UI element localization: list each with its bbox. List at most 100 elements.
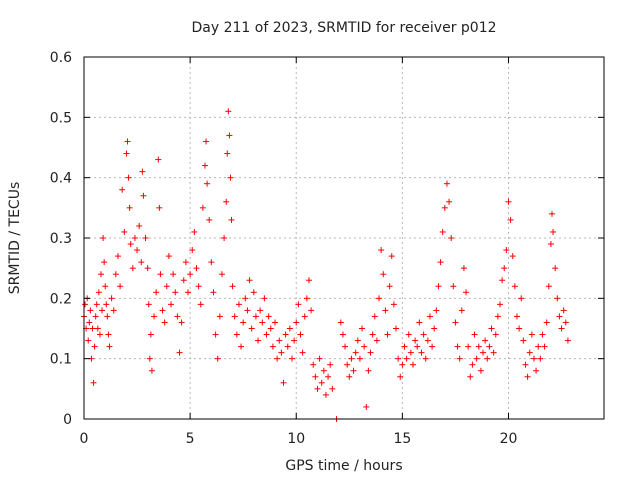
data-point: [365, 367, 372, 374]
y-tick-label: 0.6: [50, 50, 72, 66]
data-point: [293, 319, 300, 326]
data-point: [105, 331, 112, 338]
y-tick-label: 0.3: [50, 231, 72, 247]
data-point: [409, 361, 416, 368]
data-point: [250, 289, 257, 296]
data-point: [437, 259, 444, 266]
data-point: [471, 331, 478, 338]
data-point: [221, 235, 228, 241]
data-point: [142, 235, 149, 241]
data-point: [522, 361, 529, 368]
data-point: [480, 349, 487, 356]
data-point: [286, 325, 293, 332]
data-point: [244, 307, 251, 314]
data-point: [456, 355, 463, 362]
data-point: [282, 331, 289, 338]
data-point: [439, 228, 446, 235]
data-point: [403, 355, 410, 362]
data-point: [94, 325, 101, 332]
data-point: [125, 174, 132, 181]
data-point: [121, 228, 128, 235]
data-point: [178, 319, 185, 326]
data-point: [339, 331, 346, 338]
data-point: [346, 373, 353, 380]
data-point: [488, 325, 495, 332]
data-point: [165, 253, 172, 260]
data-point: [110, 307, 117, 314]
data-point: [560, 307, 567, 314]
data-point: [550, 228, 557, 235]
data-point: [112, 271, 119, 278]
data-point: [350, 367, 357, 374]
data-point: [475, 343, 482, 350]
data-point: [226, 132, 233, 139]
data-point: [90, 379, 97, 386]
data-point: [352, 349, 359, 356]
data-point: [176, 349, 183, 356]
data-point: [380, 271, 387, 278]
data-point: [541, 343, 548, 350]
data-point: [429, 343, 436, 350]
data-point: [233, 331, 240, 338]
data-point: [465, 343, 472, 350]
data-point: [412, 337, 419, 344]
data-point: [231, 313, 238, 320]
data-point: [361, 343, 368, 350]
data-point: [100, 235, 107, 241]
data-point: [552, 265, 559, 272]
y-tick-label: 0.2: [50, 291, 72, 307]
data-point: [140, 192, 147, 199]
data-point: [310, 361, 317, 368]
data-point: [314, 385, 321, 392]
data-point: [86, 319, 93, 326]
data-point: [378, 247, 385, 254]
data-point: [305, 277, 312, 284]
data-point: [431, 325, 438, 332]
data-point: [242, 295, 249, 302]
data-point: [182, 259, 189, 266]
data-point: [426, 313, 433, 320]
data-point: [263, 331, 270, 338]
data-point: [148, 367, 155, 374]
data-point: [138, 259, 145, 266]
data-point: [418, 349, 425, 356]
data-point: [348, 355, 355, 362]
data-point: [151, 313, 158, 320]
data-point: [405, 331, 412, 338]
data-point: [477, 367, 484, 374]
data-point: [278, 349, 285, 356]
data-point: [161, 319, 168, 326]
data-point: [224, 150, 231, 157]
data-point: [450, 283, 457, 290]
data-point: [513, 313, 520, 320]
data-point: [367, 349, 374, 356]
data-point: [452, 319, 459, 326]
data-point: [291, 337, 298, 344]
data-point: [170, 271, 177, 278]
data-point: [424, 337, 431, 344]
data-point: [486, 343, 493, 350]
data-point: [212, 331, 219, 338]
data-point: [342, 343, 349, 350]
data-point: [312, 373, 319, 380]
data-point: [344, 361, 351, 368]
data-point: [458, 307, 465, 314]
x-axis-label: GPS time / hours: [285, 458, 402, 474]
data-point: [356, 355, 363, 362]
data-point: [93, 301, 100, 308]
data-point: [195, 283, 202, 290]
data-point: [507, 216, 514, 223]
data-point: [259, 319, 266, 326]
data-point: [503, 247, 510, 254]
data-point: [363, 403, 370, 410]
data-point: [526, 349, 533, 356]
data-point: [257, 307, 264, 314]
data-point: [414, 343, 421, 350]
data-point: [401, 343, 408, 350]
data-point: [261, 295, 268, 302]
data-point: [204, 180, 211, 187]
data-point: [147, 331, 154, 338]
data-point: [446, 198, 453, 205]
data-point: [218, 271, 225, 278]
y-tick-label: 0.1: [50, 352, 72, 368]
